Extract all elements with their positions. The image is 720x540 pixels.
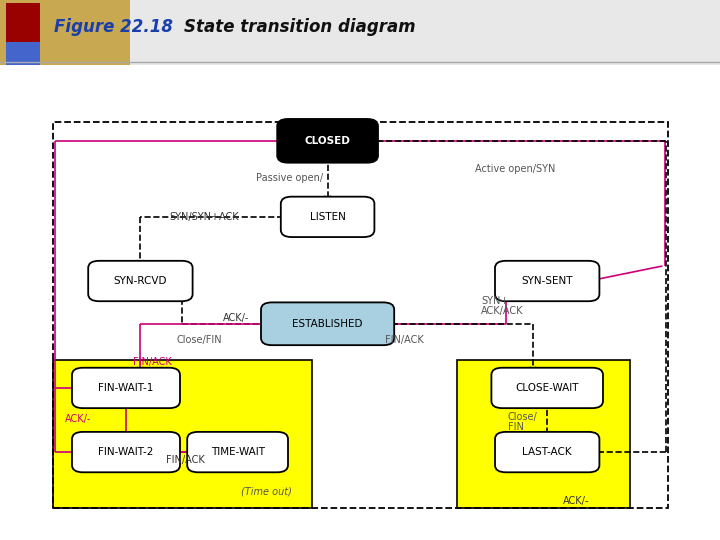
Text: FIN-WAIT-2: FIN-WAIT-2 xyxy=(99,447,153,457)
Text: TIME-WAIT: TIME-WAIT xyxy=(211,447,265,457)
Text: (Time out): (Time out) xyxy=(241,487,292,496)
FancyBboxPatch shape xyxy=(495,261,599,301)
Bar xyxy=(0,0,130,65)
Text: ACK/-: ACK/- xyxy=(223,313,250,323)
FancyBboxPatch shape xyxy=(72,368,180,408)
Bar xyxy=(6,42,40,65)
Text: FIN/ACK: FIN/ACK xyxy=(385,335,424,346)
Text: CLOSE-WAIT: CLOSE-WAIT xyxy=(516,383,579,393)
Bar xyxy=(6,3,40,42)
Text: FIN: FIN xyxy=(508,422,523,432)
FancyBboxPatch shape xyxy=(277,119,378,163)
Bar xyxy=(53,360,312,508)
Text: SYN-RCVD: SYN-RCVD xyxy=(114,276,167,286)
Text: SYN/SYN+ACK: SYN/SYN+ACK xyxy=(169,212,239,222)
Text: Figure 22.18: Figure 22.18 xyxy=(54,18,173,36)
FancyBboxPatch shape xyxy=(261,302,395,345)
Text: Close/: Close/ xyxy=(508,413,537,422)
Text: FIN/ACK: FIN/ACK xyxy=(166,455,205,465)
FancyBboxPatch shape xyxy=(281,197,374,237)
FancyBboxPatch shape xyxy=(495,432,599,472)
Text: ACK/ACK: ACK/ACK xyxy=(481,306,523,316)
Text: FIN/ACK: FIN/ACK xyxy=(133,356,172,367)
Text: SYN-SENT: SYN-SENT xyxy=(521,276,573,286)
Text: Close/FIN: Close/FIN xyxy=(176,335,222,346)
Text: LISTEN: LISTEN xyxy=(310,212,346,222)
FancyBboxPatch shape xyxy=(89,261,193,301)
Text: FIN-WAIT-1: FIN-WAIT-1 xyxy=(99,383,153,393)
Text: ESTABLISHED: ESTABLISHED xyxy=(292,319,363,329)
Text: ACK/-: ACK/- xyxy=(563,496,589,506)
Text: LAST-ACK: LAST-ACK xyxy=(523,447,572,457)
Text: CLOSED: CLOSED xyxy=(305,136,351,146)
Bar xyxy=(130,0,720,65)
Bar xyxy=(457,360,630,508)
Text: Active open/SYN: Active open/SYN xyxy=(475,164,556,174)
Text: Passive open/: Passive open/ xyxy=(256,173,323,183)
FancyBboxPatch shape xyxy=(72,432,180,472)
FancyBboxPatch shape xyxy=(491,368,603,408)
Text: ACK/-: ACK/- xyxy=(65,414,91,424)
Text: State transition diagram: State transition diagram xyxy=(184,18,415,36)
FancyBboxPatch shape xyxy=(187,432,288,472)
Text: SYN+: SYN+ xyxy=(481,296,508,306)
